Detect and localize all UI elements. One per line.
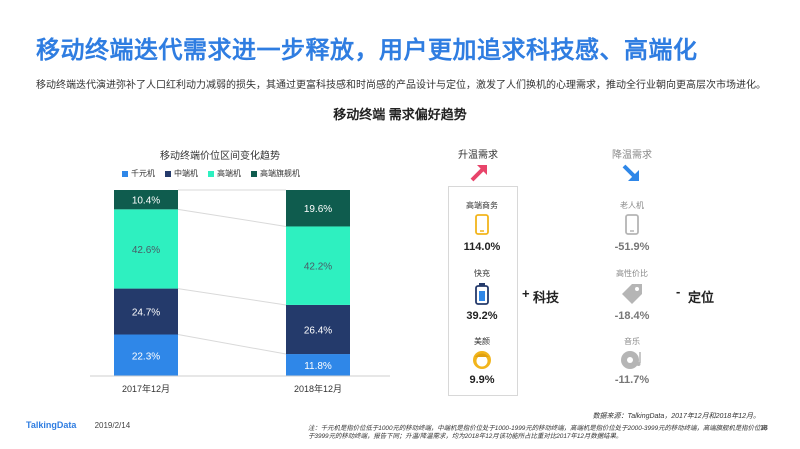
legend-swatch xyxy=(122,170,128,177)
rising-item-value: 9.9% xyxy=(469,374,495,386)
bar-value-label: 26.4% xyxy=(304,326,332,337)
rising-item-value: 39.2% xyxy=(466,310,498,322)
falling-item-label: 高性价比 xyxy=(616,269,648,278)
chart-title: 移动终端价位区间变化趋势 xyxy=(160,151,280,162)
falling-item-value: -11.7% xyxy=(614,374,650,386)
legend-swatch xyxy=(208,170,214,177)
bar-value-label: 11.8% xyxy=(304,361,332,372)
brand-logo: TalkingData xyxy=(26,420,77,430)
rising-arrow-icon xyxy=(470,165,487,182)
segment-connector-line xyxy=(177,334,287,355)
bar-value-label: 19.6% xyxy=(304,204,332,215)
bar-value-label: 42.6% xyxy=(132,245,160,256)
rising-item-value: 114.0% xyxy=(463,241,501,253)
bar-value-label: 24.7% xyxy=(132,308,160,319)
rising-title: 升温需求 xyxy=(458,150,498,161)
legend-item-flagship: 高端旗舰机 xyxy=(251,168,300,179)
footnote: 注：千元机是指价位低于1000元的移动终端，中端机是指价位处于1000-1999… xyxy=(308,425,767,440)
bar-segment xyxy=(286,190,350,227)
legend-swatch xyxy=(251,170,257,177)
section-title: 移动终端 需求偏好趋势 xyxy=(333,107,467,122)
bars xyxy=(114,190,350,376)
legend-swatch xyxy=(165,170,171,177)
position-sign: - xyxy=(676,284,681,299)
bar-connectors xyxy=(177,189,287,355)
bar-segment xyxy=(114,288,178,335)
bar-segment xyxy=(114,334,178,376)
bar-segment xyxy=(286,304,350,355)
battery-icon xyxy=(475,283,489,305)
legend-item-high: 高端机 xyxy=(208,168,241,179)
price-tag-icon xyxy=(622,284,642,304)
falling-item-label: 老人机 xyxy=(620,201,644,210)
data-source: 数据来源：TalkingData，2017年12月和2018年12月。 xyxy=(592,413,760,420)
footer-left: TalkingData 2019/2/14 xyxy=(26,420,130,430)
bar-value-label: 10.4% xyxy=(132,196,160,207)
segment-connector-line xyxy=(177,208,287,227)
rising-item-label: 快充 xyxy=(474,269,490,278)
bar-labels: 22.3% 24.7% 42.6% 10.4% 11.8% 26.4% 42.2% 19.6% xyxy=(132,196,332,372)
bar-value-label: 22.3% xyxy=(132,351,160,362)
falling-item-value: -18.4% xyxy=(614,310,650,322)
footer-date: 2019/2/14 xyxy=(94,421,131,430)
legend-label: 高端旗舰机 xyxy=(260,169,300,178)
falling-arrow-icon xyxy=(622,164,639,181)
phone-icon xyxy=(475,214,489,235)
segment-connector-line xyxy=(177,288,287,306)
legend-item-budget: 千元机 xyxy=(122,168,155,179)
page-number: 18 xyxy=(760,425,768,432)
bar-segment xyxy=(114,209,178,289)
bar-segment xyxy=(286,354,350,376)
bar-segment xyxy=(286,226,350,305)
falling-item-value: -51.9% xyxy=(614,241,650,253)
position-label: 定位 xyxy=(688,290,715,305)
legend-label: 中端机 xyxy=(174,169,198,178)
bar-segment xyxy=(114,190,178,210)
falling-item-label: 音乐 xyxy=(624,337,640,346)
chart-legend: 千元机 中端机 高端机 高端旗舰机 xyxy=(122,168,300,179)
rising-item-label: 美颜 xyxy=(474,337,490,346)
x-tick-label: 2018年12月 xyxy=(294,383,342,394)
phone-icon xyxy=(625,214,639,235)
rising-item-label: 高端商务 xyxy=(466,201,498,210)
stacked-bar-chart: 22.3% 24.7% 42.6% 10.4% 11.8% 26.4% 42.2% 19.6%… xyxy=(90,189,390,394)
x-axis-ticks: 2017年12月 2018年12月 xyxy=(122,383,342,394)
page-title: 移动终端迭代需求进一步释放，用户更加追求科技感、高端化 xyxy=(36,37,698,64)
legend-item-mid: 中端机 xyxy=(165,168,198,179)
x-tick-label: 2017年12月 xyxy=(122,383,170,394)
tech-sign: + xyxy=(522,286,530,301)
beauty-face-icon xyxy=(473,351,491,369)
tech-label: 科技 xyxy=(533,290,560,305)
page-subtitle: 移动终端迭代演进弥补了人口红利动力减弱的损失，其通过更富科技感和时尚感的产品设计… xyxy=(36,80,766,91)
legend-label: 千元机 xyxy=(131,169,155,178)
bar-value-label: 42.2% xyxy=(304,262,332,273)
legend-label: 高端机 xyxy=(217,169,241,178)
music-disc-icon xyxy=(621,351,641,369)
falling-title: 降温需求 xyxy=(612,150,652,161)
